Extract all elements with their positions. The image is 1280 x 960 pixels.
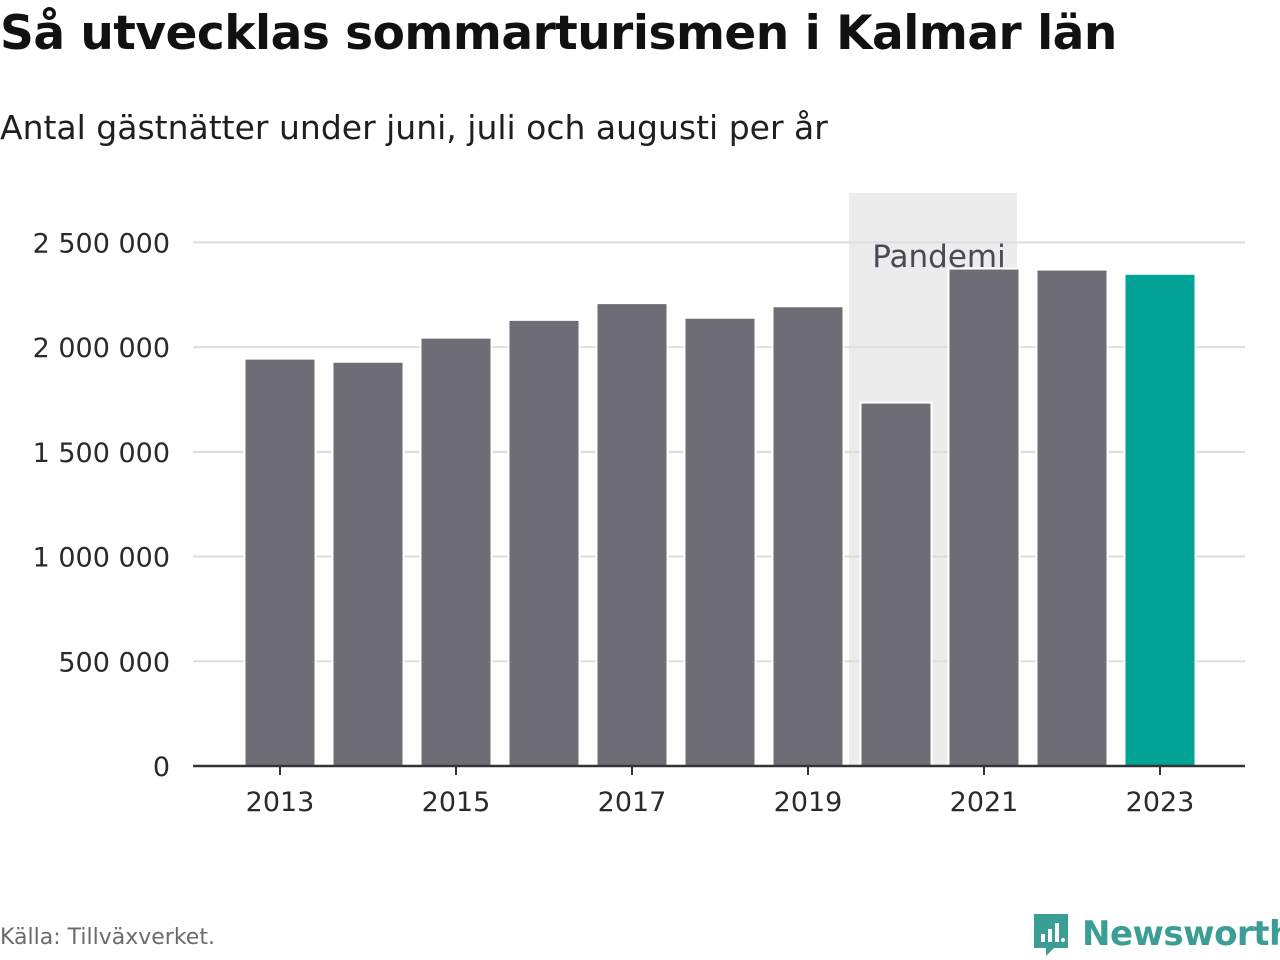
x-axis: 2013 2015 2017 2019 2021 2023 [193,764,1245,818]
bar-2015 [419,336,493,767]
x-tick-label: 2019 [774,787,843,818]
pandemic-label: Pandemi [872,239,1006,275]
y-tick-label: 0 [153,752,170,783]
x-tick-label: 2013 [246,787,315,818]
bar-2017 [595,302,669,767]
y-tick-label: 1 500 000 [33,438,170,469]
bar-2013 [243,357,317,767]
bars-layer [243,267,1197,767]
newsworthy-logo-icon [1034,914,1068,956]
bar-chart: 0 500 000 1 000 000 1 500 000 2 000 000 2 500… [33,193,1245,818]
chart-title: Så utvecklas sommarturismen i Kalmar län [0,6,1117,61]
bar-2021 [947,267,1021,767]
bar-2020 [859,401,933,767]
source-note: Källa: Tillväxverket. [0,925,215,950]
y-tick-label: 2 000 000 [33,333,170,364]
x-tick-label: 2017 [598,787,667,818]
bar-2019 [771,305,845,767]
chart-subtitle: Antal gästnätter under juni, juli och au… [0,108,828,147]
y-tick-label: 2 500 000 [33,228,170,259]
bar-2014 [331,360,405,767]
y-tick-label: 500 000 [58,647,170,678]
y-tick-label: 1 000 000 [33,543,170,574]
bar-2022 [1035,268,1109,767]
x-tick-label: 2021 [950,787,1019,818]
bar-2018 [683,316,757,767]
y-axis-labels: 0 500 000 1 000 000 1 500 000 2 000 000 2 500… [33,228,170,783]
brand-name: Newsworthy [1082,914,1280,954]
brand-logo: Newsworthy [1030,910,1280,958]
bar-2023 [1123,272,1197,767]
bar-2016 [507,318,581,767]
annotation-layer: Pandemi [872,239,1006,275]
x-tick-label: 2023 [1126,787,1195,818]
x-tick-label: 2015 [422,787,491,818]
